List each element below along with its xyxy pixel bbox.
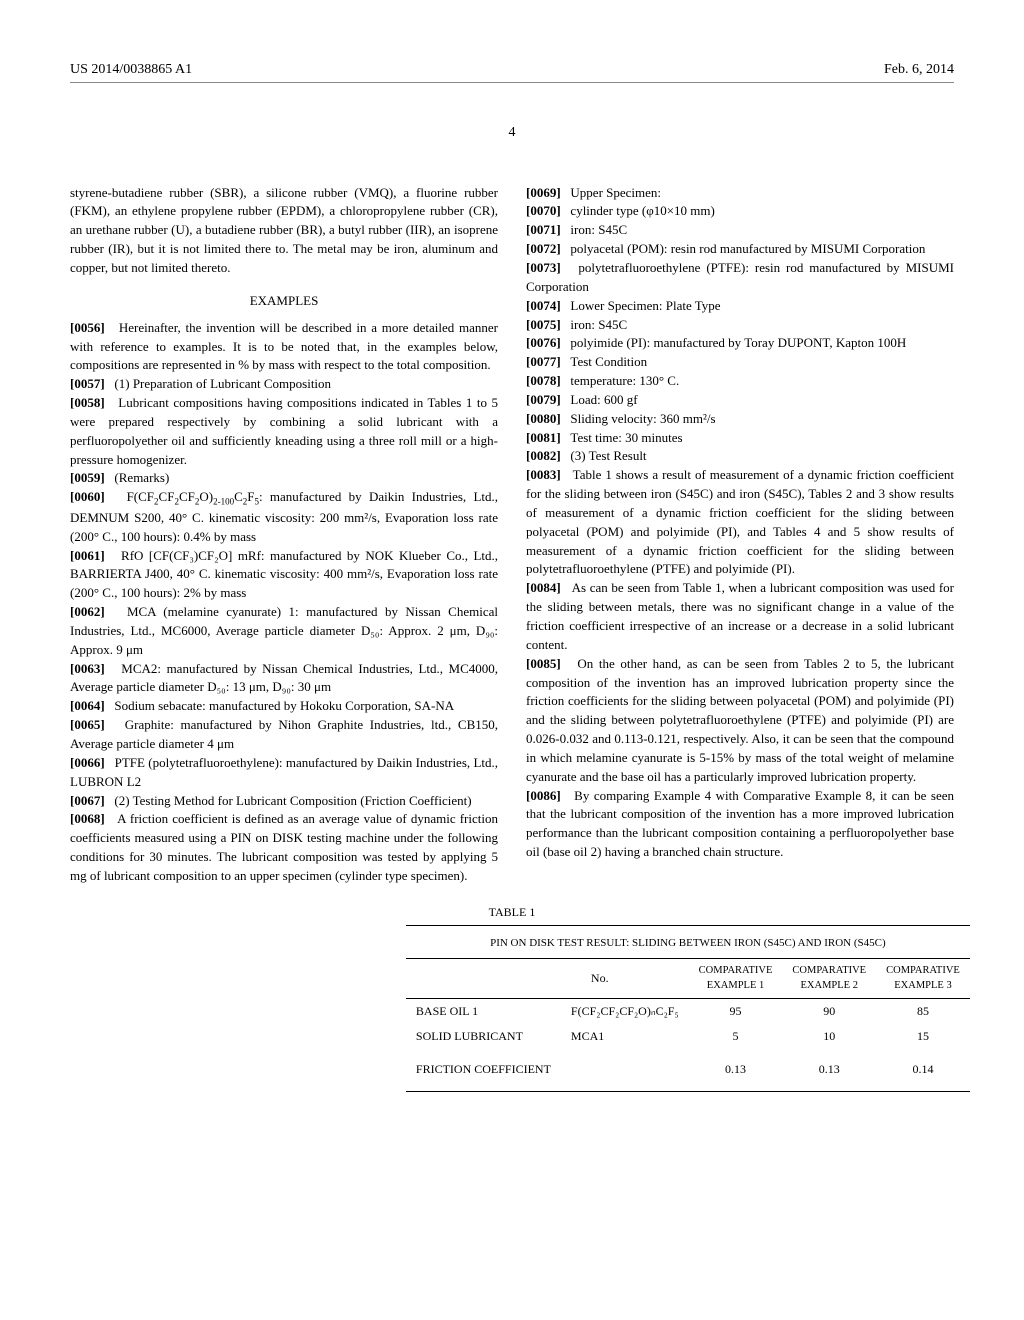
text-0073: polytetrafluoroethylene (PTFE): resin ro… bbox=[526, 260, 954, 294]
cell: 0.14 bbox=[876, 1057, 970, 1082]
paragraph-0066: [0066] PTFE (polytetrafluoroethylene): m… bbox=[70, 754, 498, 792]
text-0077: Test Condition bbox=[570, 354, 647, 369]
paragraph-0083: [0083] Table 1 shows a result of measure… bbox=[526, 466, 954, 579]
text-0076: polyimide (PI): manufactured by Toray DU… bbox=[570, 335, 906, 350]
table-no-label: No. bbox=[561, 959, 689, 998]
text-0085: On the other hand, as can be seen from T… bbox=[526, 656, 954, 784]
paragraph-0084: [0084] As can be seen from Table 1, when… bbox=[526, 579, 954, 654]
text-0082: (3) Test Result bbox=[570, 448, 646, 463]
paragraph-0086: [0086] By comparing Example 4 with Compa… bbox=[526, 787, 954, 862]
text-0070: cylinder type (φ10×10 mm) bbox=[570, 203, 714, 218]
paragraph-0075: [0075] iron: S45C bbox=[526, 316, 954, 335]
paragraph-0071: [0071] iron: S45C bbox=[526, 221, 954, 240]
table-row: FRICTION COEFFICIENT 0.13 0.13 0.14 bbox=[406, 1057, 970, 1082]
text-0084: As can be seen from Table 1, when a lubr… bbox=[526, 580, 954, 652]
paragraph-0060: [0060] F(CF2CF2CF2O)2-100C2F5: manufactu… bbox=[70, 488, 498, 546]
paragraph-0064: [0064] Sodium sebacate: manufactured by … bbox=[70, 697, 498, 716]
text-0067: (2) Testing Method for Lubricant Composi… bbox=[114, 793, 471, 808]
text-0072: polyacetal (POM): resin rod manufactured… bbox=[570, 241, 925, 256]
paragraph-intro: styrene-butadiene rubber (SBR), a silico… bbox=[70, 184, 498, 278]
text-0071: iron: S45C bbox=[570, 222, 627, 237]
table-col-3: COMPARATIVE EXAMPLE 3 bbox=[876, 959, 970, 998]
cell: 0.13 bbox=[689, 1057, 783, 1082]
text-0063: MCA2: manufactured by Nissan Chemical In… bbox=[70, 661, 498, 695]
cell: 0.13 bbox=[782, 1057, 876, 1082]
paragraph-0073: [0073] polytetrafluoroethylene (PTFE): r… bbox=[526, 259, 954, 297]
row-fric-label: FRICTION COEFFICIENT bbox=[406, 1057, 561, 1091]
text-0059: (Remarks) bbox=[114, 470, 169, 485]
cell: 15 bbox=[876, 1024, 970, 1049]
paragraph-0074: [0074] Lower Specimen: Plate Type bbox=[526, 297, 954, 316]
paragraph-0057: [0057] (1) Preparation of Lubricant Comp… bbox=[70, 375, 498, 394]
table-col-2: COMPARATIVE EXAMPLE 2 bbox=[782, 959, 876, 998]
paragraph-0065: [0065] Graphite: manufactured by Nihon G… bbox=[70, 716, 498, 754]
table-1-caption: PIN ON DISK TEST RESULT: SLIDING BETWEEN… bbox=[406, 930, 970, 958]
paragraph-0067: [0067] (2) Testing Method for Lubricant … bbox=[70, 792, 498, 811]
text-0062: MCA (melamine cyanurate) 1: manufactured… bbox=[70, 604, 498, 657]
page-number: 4 bbox=[70, 123, 954, 143]
paragraph-0058: [0058] Lubricant compositions having com… bbox=[70, 394, 498, 469]
paragraph-0085: [0085] On the other hand, as can be seen… bbox=[526, 655, 954, 787]
text-0086: By comparing Example 4 with Comparative … bbox=[526, 788, 954, 860]
table-col-1: COMPARATIVE EXAMPLE 1 bbox=[689, 959, 783, 998]
row-base-formula: F(CF₂CF₂CF₂O)ₙC₂F₅ bbox=[561, 998, 689, 1024]
text-0069: Upper Specimen: bbox=[570, 185, 661, 200]
text-0083: Table 1 shows a result of measurement of… bbox=[526, 467, 954, 576]
paragraph-0081: [0081] Test time: 30 minutes bbox=[526, 429, 954, 448]
text-0074: Lower Specimen: Plate Type bbox=[570, 298, 720, 313]
text-0068: A friction coefficient is defined as an … bbox=[70, 811, 498, 883]
publication-number: US 2014/0038865 A1 bbox=[70, 60, 192, 80]
text-0057: (1) Preparation of Lubricant Composition bbox=[114, 376, 331, 391]
paragraph-0077: [0077] Test Condition bbox=[526, 353, 954, 372]
paragraph-0063: [0063] MCA2: manufactured by Nissan Chem… bbox=[70, 660, 498, 698]
paragraph-0068: [0068] A friction coefficient is defined… bbox=[70, 810, 498, 885]
body-columns: styrene-butadiene rubber (SBR), a silico… bbox=[70, 184, 954, 886]
cell: 10 bbox=[782, 1024, 876, 1049]
table-1: TABLE 1 PIN ON DISK TEST RESULT: SLIDING… bbox=[70, 904, 954, 1092]
table-row: SOLID LUBRICANT MCA1 5 10 15 bbox=[406, 1024, 970, 1049]
text-0065: Graphite: manufactured by Nihon Graphite… bbox=[70, 717, 498, 751]
paragraph-0062: [0062] MCA (melamine cyanurate) 1: manuf… bbox=[70, 603, 498, 660]
cell: 95 bbox=[689, 998, 783, 1024]
cell: 5 bbox=[689, 1024, 783, 1049]
table-row: BASE OIL 1 F(CF₂CF₂CF₂O)ₙC₂F₅ 95 90 85 bbox=[406, 998, 970, 1024]
paragraph-0079: [0079] Load: 600 gf bbox=[526, 391, 954, 410]
text-0056: Hereinafter, the invention will be descr… bbox=[70, 320, 498, 373]
examples-heading: EXAMPLES bbox=[70, 292, 498, 311]
row-solid-label: SOLID LUBRICANT bbox=[406, 1024, 561, 1057]
text-0064: Sodium sebacate: manufactured by Hokoku … bbox=[114, 698, 454, 713]
paragraph-0059: [0059] (Remarks) bbox=[70, 469, 498, 488]
text-0058: Lubricant compositions having compositio… bbox=[70, 395, 498, 467]
cell: 90 bbox=[782, 998, 876, 1024]
text-0078: temperature: 130° C. bbox=[570, 373, 679, 388]
paragraph-0056: [0056] Hereinafter, the invention will b… bbox=[70, 319, 498, 376]
paragraph-0069: [0069] Upper Specimen: bbox=[526, 184, 954, 203]
row-base-label: BASE OIL 1 bbox=[406, 998, 561, 1024]
text-0075: iron: S45C bbox=[570, 317, 627, 332]
text-0061: RfO [CF(CF₃)CF₂O] mRf: manufactured by N… bbox=[70, 548, 498, 601]
paragraph-0061: [0061] RfO [CF(CF₃)CF₂O] mRf: manufactur… bbox=[70, 547, 498, 604]
paragraph-0072: [0072] polyacetal (POM): resin rod manuf… bbox=[526, 240, 954, 259]
table-1-label: TABLE 1 bbox=[70, 904, 954, 921]
paragraph-0082: [0082] (3) Test Result bbox=[526, 447, 954, 466]
cell: 85 bbox=[876, 998, 970, 1024]
page-header: US 2014/0038865 A1 Feb. 6, 2014 bbox=[70, 60, 954, 83]
paragraph-0070: [0070] cylinder type (φ10×10 mm) bbox=[526, 202, 954, 221]
publication-date: Feb. 6, 2014 bbox=[884, 60, 954, 80]
text-0079: Load: 600 gf bbox=[570, 392, 637, 407]
paragraph-0076: [0076] polyimide (PI): manufactured by T… bbox=[526, 334, 954, 353]
paragraph-0080: [0080] Sliding velocity: 360 mm²/s bbox=[526, 410, 954, 429]
text-0081: Test time: 30 minutes bbox=[570, 430, 682, 445]
row-solid-name: MCA1 bbox=[561, 1024, 689, 1049]
text-0080: Sliding velocity: 360 mm²/s bbox=[570, 411, 715, 426]
text-0066: PTFE (polytetrafluoroethylene): manufact… bbox=[70, 755, 498, 789]
paragraph-0078: [0078] temperature: 130° C. bbox=[526, 372, 954, 391]
